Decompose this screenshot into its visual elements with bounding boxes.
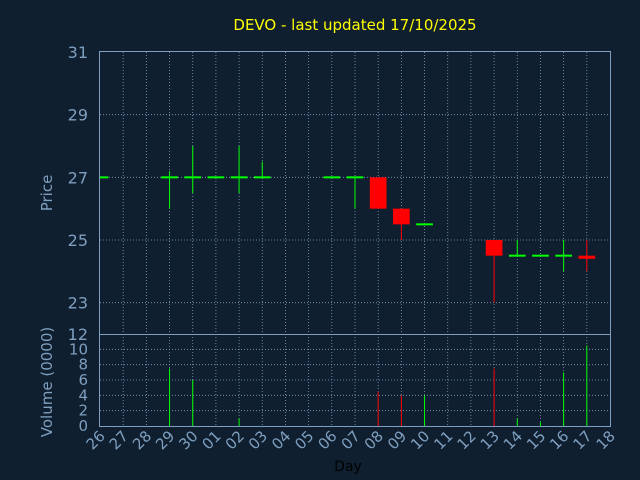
- price-tick-label: 27: [68, 168, 88, 187]
- candle-body: [253, 176, 271, 179]
- candle-body: [578, 255, 596, 259]
- candle-body: [369, 177, 387, 209]
- candle-body: [230, 176, 248, 179]
- volume-axis-label: Volume (0000): [38, 327, 56, 437]
- axes: [99, 51, 611, 427]
- volume-tick-label: 0: [78, 417, 88, 435]
- x-tick-label: 18: [593, 427, 619, 453]
- price-tick-label: 25: [68, 231, 88, 250]
- candle-body: [323, 176, 341, 179]
- candle-body: [508, 254, 526, 257]
- candle-body: [416, 223, 433, 226]
- volume-plot: [169, 345, 588, 426]
- price-plot: [100, 146, 596, 303]
- volume-tick-label: 2: [78, 402, 88, 420]
- price-tick-label: 31: [68, 43, 88, 62]
- candle-body: [184, 176, 202, 179]
- volume-tick-label: 8: [78, 356, 88, 374]
- volume-tick-label: 4: [78, 386, 88, 404]
- candle-body: [485, 240, 503, 256]
- volume-tick-label: 12: [68, 325, 88, 344]
- candle-body: [532, 254, 549, 257]
- x-axis-label: Day: [334, 459, 362, 475]
- candle-body: [555, 254, 572, 257]
- price-tick-label: 29: [68, 106, 88, 125]
- candle-body: [346, 176, 364, 179]
- price-tick-label: 23: [68, 294, 88, 313]
- candle-body: [161, 176, 178, 179]
- candle-body: [393, 208, 410, 225]
- volume-plot-frame: [99, 334, 611, 427]
- grid-lines: 2627282930010203040506070809101112131415…: [68, 43, 619, 453]
- candle-body: [100, 176, 109, 179]
- volume-tick-label: 10: [69, 340, 88, 358]
- volume-tick-label: 6: [78, 371, 88, 389]
- chart-title: DEVO - last updated 17/10/2025: [233, 16, 476, 34]
- price-axis-label: Price: [38, 175, 56, 212]
- candle-body: [207, 176, 225, 179]
